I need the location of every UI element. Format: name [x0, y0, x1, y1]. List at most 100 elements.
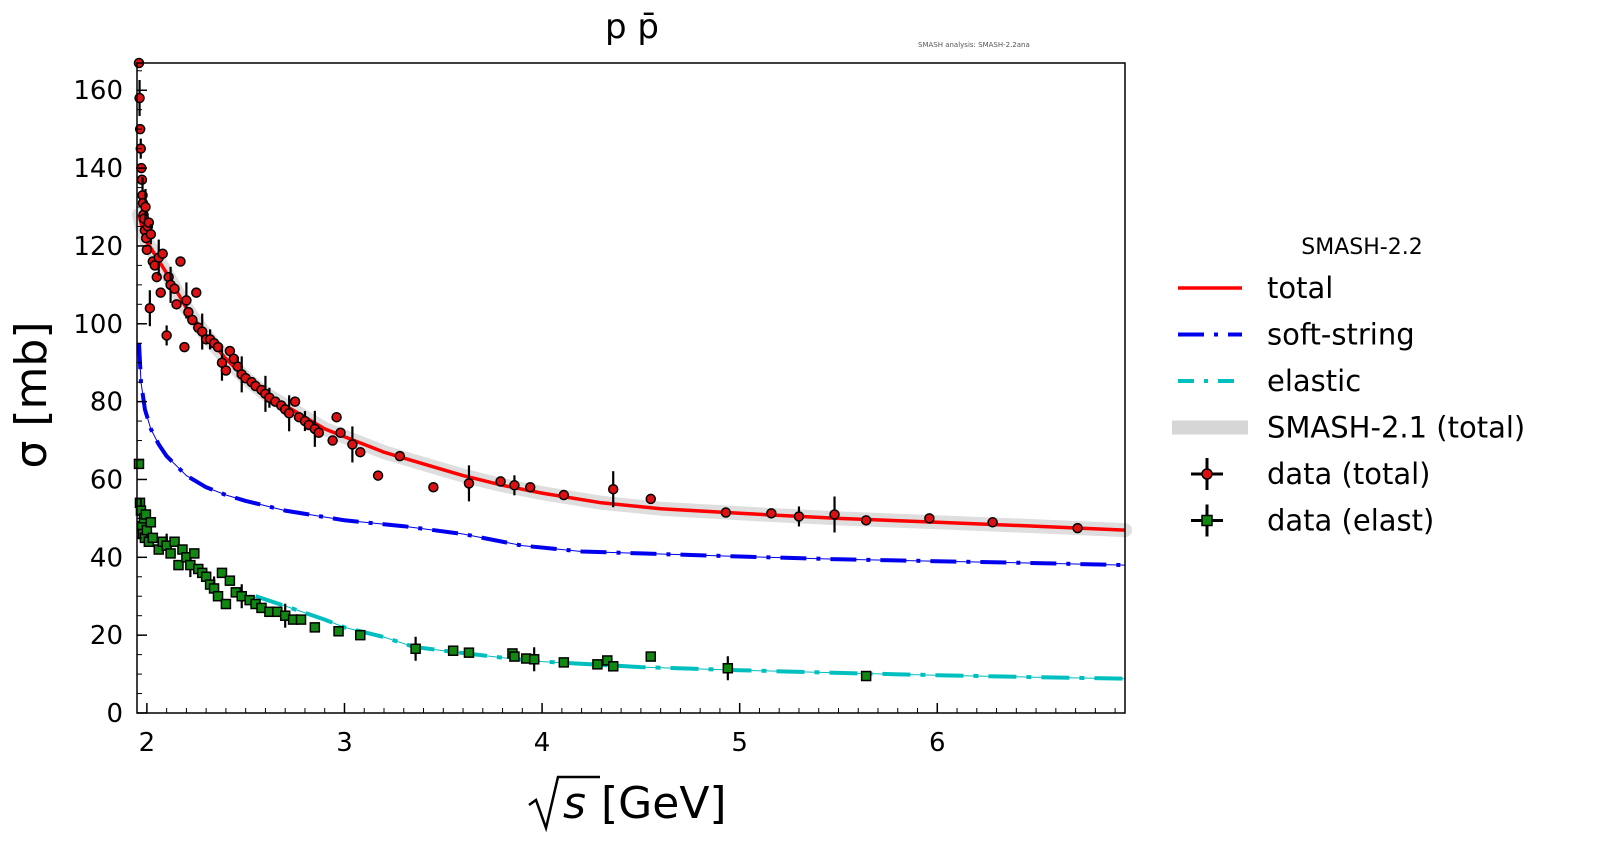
data-total-point [216, 344, 228, 381]
data-total-point [145, 224, 157, 245]
data-elast-point [133, 458, 145, 470]
curves-layer [137, 214, 1126, 681]
y-tick-label: 0 [106, 699, 123, 729]
data-elast-point [722, 656, 734, 681]
legend-entry: data (total) [1191, 457, 1430, 491]
data-total-point [463, 465, 475, 502]
data-total-point [924, 513, 935, 524]
data-total-point [220, 365, 232, 376]
data-elast-point [558, 657, 570, 668]
legend-label: data (elast) [1267, 504, 1434, 538]
y-tick-label: 40 [90, 543, 123, 573]
data-total-point [347, 426, 358, 463]
series-thin-total [138, 214, 1126, 531]
data-total-point [143, 217, 155, 228]
data-total-point [179, 341, 190, 353]
data-elast-point [355, 629, 366, 641]
data-total-point [187, 314, 198, 326]
data-total-point [766, 508, 777, 519]
data-elast-point [447, 645, 459, 656]
data-elast-point [220, 598, 232, 610]
x-tick-label: 2 [139, 728, 156, 758]
data-total-point [313, 427, 325, 439]
legend-label: data (total) [1267, 457, 1430, 491]
series-line-total [137, 214, 1126, 532]
data-elast-point [216, 567, 228, 579]
data-total-point [524, 482, 536, 493]
x-axis-label-symbol: s [563, 778, 586, 829]
data-total-point [183, 306, 194, 318]
x-tick-label: 5 [731, 728, 748, 758]
plot-frame [136, 62, 1126, 714]
data-total-point [144, 290, 156, 327]
y-tick-label: 60 [90, 465, 123, 495]
data-elast-point [607, 661, 619, 672]
data-total-point [1072, 522, 1083, 534]
data-total-point [645, 493, 657, 505]
x-axis-label-group: s [GeV] [528, 775, 727, 833]
y-axis-label: σ [mb] [6, 322, 57, 469]
data-elast-point [295, 614, 307, 625]
data-elast-point [147, 532, 159, 544]
data-elast-point [528, 647, 540, 672]
data-total-point [169, 283, 180, 294]
data-total-point [829, 496, 840, 533]
y-tick-label: 160 [73, 76, 123, 106]
data-elast-point [169, 536, 180, 547]
data-total-point [149, 260, 161, 271]
legend-entry: elastic [1178, 364, 1361, 398]
band-layer [132, 207, 1132, 538]
data-total-point [558, 489, 570, 501]
legend-label: SMASH-2.1 (total) [1267, 411, 1525, 445]
x-tick-label: 6 [929, 728, 946, 758]
data-total-point [153, 239, 164, 276]
data-elast-point [602, 655, 613, 666]
data-total-point [495, 476, 506, 487]
data-elast-point [189, 548, 200, 559]
data-elast-point [860, 670, 872, 682]
legend-swatch [1201, 514, 1213, 527]
data-total-point [224, 345, 236, 357]
series-thin-soft-string [138, 343, 1126, 566]
series-line-soft-string [137, 343, 1126, 568]
data-total-point [607, 471, 619, 508]
series-line-elastic [254, 594, 1126, 681]
data-total-point [151, 271, 163, 283]
data-total-point [860, 515, 872, 526]
data-total-point [191, 287, 202, 298]
x-axis-label: [GeV] [601, 778, 727, 829]
data-total-point [289, 396, 301, 407]
sqrt-sign-icon [528, 775, 600, 833]
y-tick-label: 80 [90, 388, 123, 418]
y-tick-label: 120 [73, 232, 123, 262]
y-tick-label: 100 [73, 310, 123, 340]
legend-title: SMASH-2.2 [1301, 235, 1422, 260]
legend-entry: soft-string [1178, 318, 1415, 352]
data-elast-point [410, 636, 421, 661]
data-total-point [720, 507, 732, 518]
data-total-point [331, 411, 342, 423]
data-elast-point [592, 659, 603, 670]
series-band-smash21 [132, 207, 1132, 538]
legend: SMASH-2.2 total soft-string elastic SMASH-2… [1172, 235, 1525, 538]
y-tick-label: 20 [90, 621, 123, 651]
data-total-point [987, 517, 998, 528]
points-layer [133, 57, 1083, 682]
data-total-point [428, 482, 439, 493]
legend-label: total [1267, 271, 1333, 305]
data-elast-point [145, 517, 157, 528]
legend-entries: total soft-string elastic SMASH-2.1 (total)… [1172, 271, 1525, 538]
data-elast-point [224, 575, 236, 586]
data-total-point [372, 470, 384, 481]
data-elast-point [165, 548, 176, 559]
data-total-point [240, 373, 251, 384]
data-total-point [171, 299, 182, 310]
legend-entry: total [1178, 271, 1333, 305]
data-total-point [793, 506, 805, 527]
x-tick-label: 3 [336, 728, 353, 758]
data-total-point [394, 450, 406, 462]
data-elast-point [463, 647, 475, 658]
data-elast-point [173, 559, 184, 571]
data-elast-point [309, 622, 321, 633]
